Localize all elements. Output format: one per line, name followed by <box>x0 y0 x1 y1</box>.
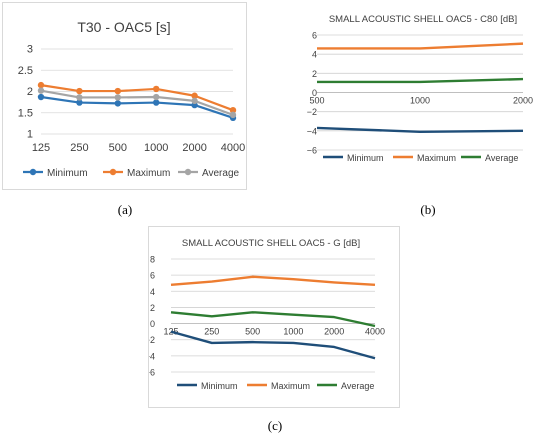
caption-a: (a) <box>117 202 133 217</box>
data-point-average <box>76 94 83 101</box>
data-point-maximum <box>37 81 45 89</box>
legend-label: Minimum <box>47 168 88 179</box>
x-tick-label: 125 <box>163 327 178 337</box>
x-tick-label: 500 <box>309 96 324 106</box>
legend-label: Average <box>341 381 374 391</box>
data-point-maximum <box>114 87 122 95</box>
y-tick-label: 1.5 <box>18 107 33 119</box>
legend-marker <box>29 168 37 176</box>
y-tick-label: 1 <box>27 129 33 141</box>
data-point-minimum <box>114 100 122 107</box>
x-tick-label: 2000 <box>182 142 206 154</box>
series-line-maximum <box>40 84 234 112</box>
data-point-average <box>153 93 160 101</box>
x-tick-label: 2000 <box>513 96 533 106</box>
y-tick-label: 2.5 <box>18 65 33 77</box>
legend-marker <box>109 168 117 176</box>
chart-panel-t30: T30 - OAC5 [s] 1 1.5 2 2.5 3 125 250 500 1000 2000… <box>2 2 247 190</box>
x-tick-label: 4000 <box>365 327 385 337</box>
y-tick-label: −2 <box>307 107 317 117</box>
y-tick-label: 4 <box>312 50 317 60</box>
data-point-maximum <box>76 87 83 95</box>
data-point-maximum <box>153 85 160 93</box>
legend-label: Minimum <box>347 153 384 163</box>
data-point-average <box>114 94 122 101</box>
series-line-average <box>170 311 376 328</box>
legend-label: Average <box>485 153 518 163</box>
data-point-minimum <box>37 93 45 101</box>
x-tick-label: 1000 <box>410 96 430 106</box>
chart-c80: SMALL ACOUSTIC SHELL OAC5 - C80 [dB]6420… <box>307 14 533 163</box>
y-tick-label: 3 <box>27 44 33 56</box>
data-point-minimum <box>76 99 83 106</box>
y-tick-label: 2 <box>27 86 33 98</box>
chart-t30: T30 - OAC5 [s] 1 1.5 2 2.5 3 125 250 500 1000 2000… <box>18 19 246 179</box>
series-line-average <box>317 77 524 84</box>
x-tick-label: 250 <box>204 327 219 337</box>
data-point-average <box>229 111 237 119</box>
series-line-minimum <box>170 330 376 360</box>
data-point-maximum <box>191 92 198 99</box>
data-point-maximum <box>229 107 237 114</box>
y-tick-label: 0 <box>312 88 317 98</box>
y-tick-label: −6 <box>307 146 317 156</box>
y-tick-label: −6 <box>149 368 155 378</box>
legend-label: Maximum <box>127 168 170 179</box>
y-tick-label: 4 <box>150 287 155 297</box>
legend-label: Average <box>202 168 240 179</box>
y-tick-label: 6 <box>312 31 317 41</box>
chart-title: SMALL ACOUSTIC SHELL OAC5 - G [dB] <box>182 238 360 249</box>
x-tick-label: 250 <box>70 142 88 154</box>
y-tick-label: −4 <box>307 126 317 136</box>
y-tick-label: −2 <box>149 335 155 345</box>
y-tick-label: 2 <box>312 69 317 79</box>
caption-c: (c) <box>267 418 283 433</box>
y-tick-label: 6 <box>150 271 155 281</box>
x-tick-label: 500 <box>245 327 260 337</box>
data-point-minimum <box>153 99 160 106</box>
y-tick-label: 0 <box>150 319 155 329</box>
legend-marker <box>184 168 192 176</box>
data-point-average <box>191 97 198 105</box>
x-tick-label: 4000 <box>221 142 245 154</box>
series-line-maximum <box>317 42 524 50</box>
series-line-minimum <box>40 95 234 119</box>
chart-title: SMALL ACOUSTIC SHELL OAC5 - C80 [dB] <box>329 14 517 25</box>
data-point-average <box>37 87 45 94</box>
caption-b: (b) <box>420 202 436 217</box>
series-line-maximum <box>170 275 376 287</box>
y-tick-label: 2 <box>150 303 155 313</box>
series-line-average <box>40 89 234 116</box>
x-tick-label: 500 <box>109 142 127 154</box>
legend-label: Minimum <box>201 381 238 391</box>
y-tick-label: −4 <box>149 351 155 361</box>
chart-panel-c80: SMALL ACOUSTIC SHELL OAC5 - C80 [dB] 6 4 2 0… <box>303 2 535 188</box>
x-tick-label: 2000 <box>324 327 344 337</box>
x-tick-label: 1000 <box>144 142 168 154</box>
series-line-minimum <box>316 126 524 133</box>
legend-label: Maximum <box>417 153 456 163</box>
y-tick-label: 8 <box>150 255 155 265</box>
legend-label: Maximum <box>271 381 310 391</box>
x-tick-label: 125 <box>32 142 50 154</box>
x-tick-label: 1000 <box>283 327 303 337</box>
chart-g: SMALL ACOUSTIC SHELL OAC5 - G [dB] 8 6 4 2 0 −… <box>149 238 385 391</box>
chart-title: T30 - OAC5 [s] <box>77 19 170 35</box>
chart-panel-g: SMALL ACOUSTIC SHELL OAC5 - G [dB] 8 6 4 2 0 −… <box>148 226 400 408</box>
